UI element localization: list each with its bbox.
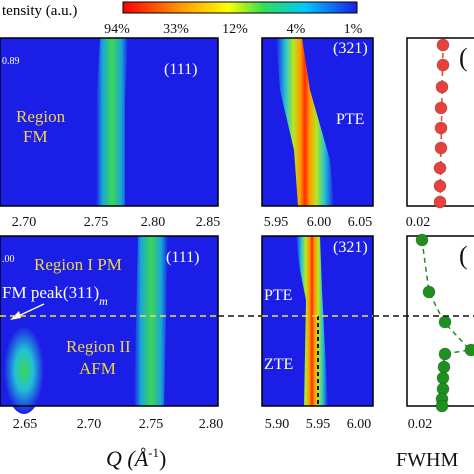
fwhm-point — [435, 399, 449, 413]
colorbar-tick: 94% — [104, 22, 130, 37]
panel-label-partial: ( — [459, 241, 468, 270]
afm-peak-label: FM peak(311)m — [2, 283, 108, 308]
fwhm-point — [438, 315, 452, 329]
panel-top-middle: (321) PTE 5.95 6.00 6.05 — [261, 37, 374, 230]
panel-bottom-right: ( 0.02 — [406, 233, 474, 432]
fwhm-point — [434, 121, 448, 135]
x-tick-label: 0.02 — [408, 417, 433, 432]
corner-value: .00 — [2, 254, 15, 265]
x-tick-label: 2.70 — [77, 417, 102, 432]
peak-label: (111) — [166, 249, 199, 266]
fwhm-point — [433, 195, 447, 209]
x-tick-label: 5.95 — [264, 215, 289, 230]
colorbar-title: tensity (a.u.) — [2, 3, 77, 19]
fwhm-point — [415, 233, 429, 247]
x-tick-label: 2.70 — [12, 215, 37, 230]
region-label-line2: FM — [23, 127, 48, 146]
region-label-line1: Region — [16, 107, 66, 126]
x-tick-label: 5.90 — [265, 417, 290, 432]
zte-label: ZTE — [264, 356, 293, 373]
x-tick-label: 6.05 — [348, 215, 373, 230]
region1-label: Region I PM — [34, 255, 122, 274]
fwhm-point — [436, 38, 450, 52]
colorbar-gradient — [122, 1, 358, 14]
fwhm-point — [434, 101, 448, 115]
fwhm-points — [415, 233, 474, 413]
x-tick-label: 6.00 — [307, 215, 332, 230]
x-tick-label: 2.75 — [84, 215, 109, 230]
colorbar-tick: 33% — [163, 22, 189, 37]
panel-top-right: ( 0.02 — [406, 37, 474, 230]
region2-label-line1: Region II — [66, 337, 131, 356]
x-tick-label: 2.80 — [199, 417, 224, 432]
fwhm-axis-label: FWHM — [396, 449, 458, 471]
x-tick-label: 2.80 — [141, 215, 166, 230]
fwhm-points — [433, 38, 450, 209]
panel-label-partial: ( — [459, 43, 468, 72]
axes-frame — [261, 235, 374, 407]
fwhm-point — [438, 347, 452, 361]
fwhm-point — [437, 360, 451, 374]
axes-frame — [0, 37, 219, 207]
peak-band-321 — [296, 236, 328, 406]
fwhm-point — [464, 343, 474, 357]
axes-frame — [406, 37, 474, 207]
x-tick-label: 2.75 — [139, 417, 164, 432]
fwhm-point — [435, 80, 449, 94]
fwhm-point — [422, 285, 436, 299]
axes-frame — [0, 235, 219, 407]
fwhm-point — [434, 141, 448, 155]
peak-label: (321) — [333, 239, 368, 256]
colorbar-tick: 1% — [344, 22, 363, 37]
x-tick-label: 0.02 — [406, 215, 431, 230]
region-label: PTE — [336, 111, 364, 128]
panel-bottom-middle: (321) PTE ZTE 5.90 5.95 6.00 — [261, 235, 374, 432]
peak-label: (321) — [333, 40, 368, 57]
fwhm-point — [433, 179, 447, 193]
peak-label: (111) — [164, 61, 197, 78]
fwhm-point — [433, 161, 447, 175]
x-axis-label: Q (Å-1) — [106, 445, 166, 471]
peak-band-111 — [134, 236, 168, 406]
panel-top-left: 0.89 (111) Region FM 2.70 2.75 2.80 2.85 — [0, 37, 221, 230]
x-tick-label: 6.00 — [347, 417, 372, 432]
x-tick-label: 2.85 — [196, 215, 221, 230]
x-tick-label: 5.95 — [306, 417, 331, 432]
pte-label: PTE — [264, 287, 292, 304]
axes-frame — [261, 37, 374, 207]
colorbar-tick: 12% — [222, 22, 248, 37]
colorbar-tick: 4% — [287, 22, 306, 37]
fwhm-point — [436, 371, 450, 385]
peak-band-321 — [276, 38, 334, 206]
fwhm-point — [436, 58, 450, 72]
colorbar: tensity (a.u.) 94% 33% 12% 4% 1% — [2, 1, 363, 37]
x-tick-label: 2.65 — [13, 417, 38, 432]
region2-label-line2: AFM — [79, 359, 116, 378]
panel-bottom-left: .00 (111) Region I PM FM peak(311)m Regi… — [0, 235, 224, 432]
peak-band-111 — [96, 38, 128, 206]
corner-value: 0.89 — [2, 56, 20, 67]
afm-peak-blob — [4, 326, 44, 414]
